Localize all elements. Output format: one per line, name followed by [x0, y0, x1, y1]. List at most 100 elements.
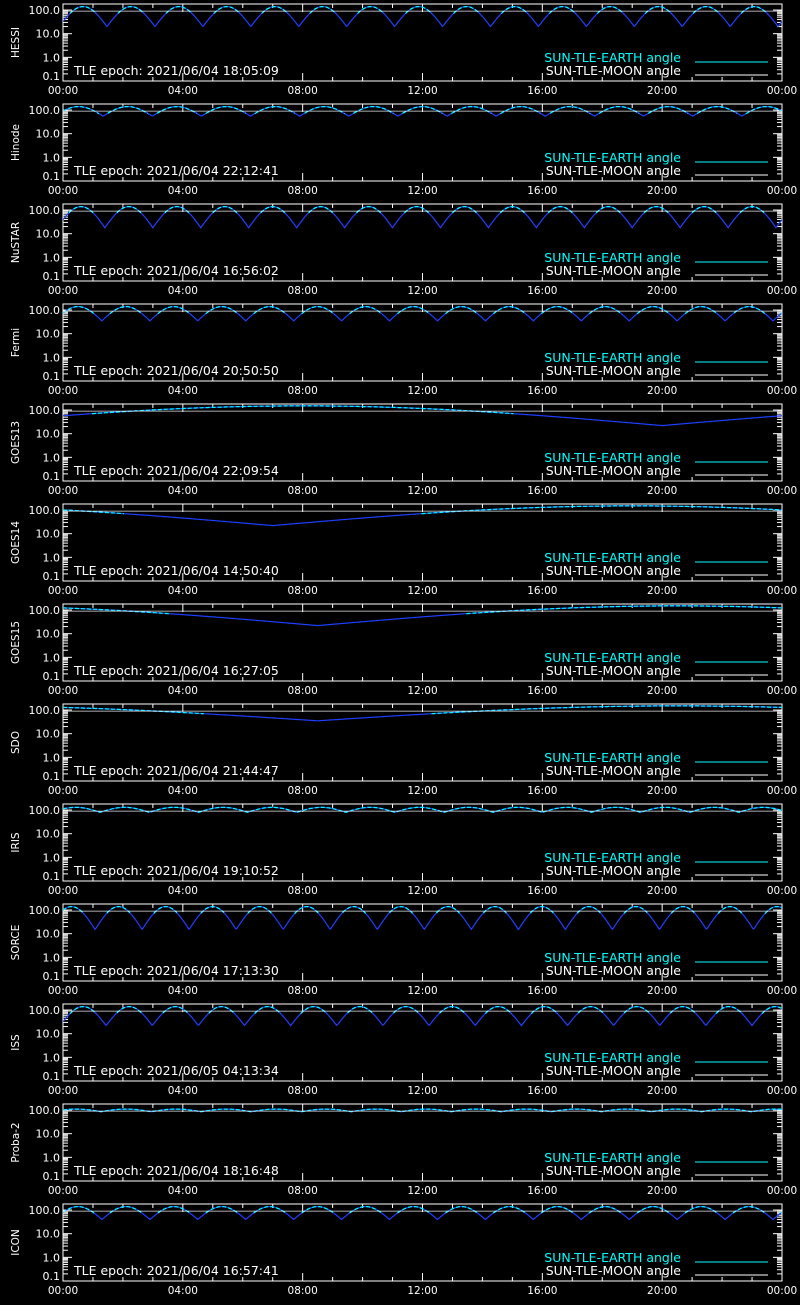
x-tick-label: 00:00: [48, 885, 78, 897]
legend-label-moon: SUN-TLE-MOON angle: [546, 1063, 682, 1078]
x-tick-label: 00:00: [48, 1085, 78, 1097]
x-tick-label: 20:00: [647, 485, 677, 497]
y-tick-label: 10.0: [36, 828, 61, 841]
y-tick-label: 100.0: [29, 1004, 61, 1017]
y-tick-label: 10.0: [36, 628, 61, 641]
x-tick-label: 12:00: [407, 1085, 437, 1097]
series-line-earth-angle: [63, 906, 782, 931]
x-tick-label: 04:00: [168, 585, 198, 597]
y-tick-label: 0.1: [43, 770, 61, 783]
x-tick-label: 04:00: [168, 1285, 198, 1297]
series-line-earth-angle-peak: [63, 705, 782, 715]
epoch-label: TLE epoch: 2021/06/04 22:09:54: [73, 463, 279, 478]
x-tick-label: 08:00: [288, 1285, 318, 1297]
x-tick-label: 12:00: [407, 485, 437, 497]
x-tick-label: 04:00: [168, 985, 198, 997]
x-tick-label: 04:00: [168, 885, 198, 897]
y-tick-label: 100.0: [29, 404, 61, 417]
x-tick-label: 12:00: [407, 585, 437, 597]
legend-label-moon: SUN-TLE-MOON angle: [546, 563, 682, 578]
x-tick-label: 00:00: [767, 285, 797, 297]
legend-label-earth: SUN-TLE-EARTH angle: [544, 850, 681, 865]
legend-label-earth: SUN-TLE-EARTH angle: [544, 650, 681, 665]
y-axis-label: GOES15: [10, 621, 22, 664]
x-tick-label: 12:00: [407, 1185, 437, 1197]
y-tick-label: 10.0: [36, 128, 61, 141]
epoch-label: TLE epoch: 2021/06/04 14:50:40: [73, 563, 279, 578]
y-tick-label: 10.0: [36, 528, 61, 541]
y-tick-label: 0.1: [43, 870, 61, 883]
y-tick-label: 100.0: [29, 304, 61, 317]
legend-label-earth: SUN-TLE-EARTH angle: [544, 50, 681, 65]
x-tick-label: 20:00: [647, 1285, 677, 1297]
x-tick-label: 12:00: [407, 685, 437, 697]
x-tick-label: 20:00: [647, 785, 677, 797]
y-tick-label: 0.1: [43, 70, 61, 83]
epoch-label: TLE epoch: 2021/06/04 20:50:50: [73, 363, 279, 378]
x-tick-label: 16:00: [527, 585, 557, 597]
y-tick-label: 0.1: [43, 170, 61, 183]
series-line-earth-angle-peak: [69, 6, 768, 14]
x-tick-label: 16:00: [527, 485, 557, 497]
y-tick-label: 0.1: [43, 570, 61, 583]
epoch-label: TLE epoch: 2021/06/04 18:16:48: [73, 1163, 279, 1178]
y-tick-label: 10.0: [36, 1028, 61, 1041]
epoch-label: TLE epoch: 2021/06/04 16:56:02: [73, 263, 279, 278]
legend-label-moon: SUN-TLE-MOON angle: [546, 63, 682, 78]
legend-label-moon: SUN-TLE-MOON angle: [546, 263, 682, 278]
chart-panel-proba-2: 100.0 10.0 1.0 0.1 00:00 04:00 08:00 12:00 16:00…: [10, 1103, 797, 1197]
x-tick-label: 04:00: [168, 385, 198, 397]
y-tick-label: 1.0: [43, 1251, 61, 1264]
y-tick-label: 100.0: [29, 804, 61, 817]
x-tick-label: 08:00: [288, 685, 318, 697]
x-tick-label: 08:00: [288, 1085, 318, 1097]
legend-label-earth: SUN-TLE-EARTH angle: [544, 750, 681, 765]
x-tick-label: 00:00: [48, 485, 78, 497]
x-tick-label: 08:00: [288, 985, 318, 997]
x-tick-label: 08:00: [288, 385, 318, 397]
chart-panel-hinode: 100.0 10.0 1.0 0.1 00:00 04:00 08:00 12:00 16:00…: [10, 103, 797, 197]
y-axis-label: ISS: [10, 1034, 22, 1051]
y-tick-label: 1.0: [43, 151, 61, 164]
legend-label-moon: SUN-TLE-MOON angle: [546, 663, 682, 678]
x-tick-label: 00:00: [48, 285, 78, 297]
x-tick-label: 00:00: [48, 1285, 78, 1297]
x-tick-label: 20:00: [647, 1185, 677, 1197]
x-tick-label: 00:00: [767, 585, 797, 597]
series-line-earth-angle-peak: [63, 1108, 782, 1113]
x-tick-label: 12:00: [407, 385, 437, 397]
x-tick-label: 16:00: [527, 85, 557, 97]
x-tick-label: 12:00: [407, 185, 437, 197]
y-tick-label: 10.0: [36, 1228, 61, 1241]
y-tick-label: 0.1: [43, 670, 61, 683]
epoch-label: TLE epoch: 2021/06/04 16:57:41: [73, 1263, 279, 1278]
y-axis-label: HESSI: [10, 27, 22, 58]
legend-label-moon: SUN-TLE-MOON angle: [546, 363, 682, 378]
y-tick-label: 10.0: [36, 428, 61, 441]
x-tick-label: 00:00: [48, 585, 78, 597]
y-tick-label: 0.1: [43, 1070, 61, 1083]
legend-label-earth: SUN-TLE-EARTH angle: [544, 250, 681, 265]
x-tick-label: 00:00: [767, 785, 797, 797]
series-line-earth-angle: [63, 605, 782, 627]
x-tick-label: 00:00: [48, 1185, 78, 1197]
epoch-label: TLE epoch: 2021/06/04 19:10:52: [73, 863, 279, 878]
y-axis-label: SORCE: [10, 925, 22, 961]
y-tick-label: 0.1: [43, 470, 61, 483]
y-axis-label: Hinode: [10, 124, 22, 161]
x-tick-label: 00:00: [767, 385, 797, 397]
y-tick-label: 100.0: [29, 1204, 61, 1217]
x-tick-label: 12:00: [407, 985, 437, 997]
chart-panel-icon: 100.0 10.0 1.0 0.1 00:00 04:00 08:00 12:00 16:00…: [10, 1203, 797, 1297]
y-tick-label: 1.0: [43, 851, 61, 864]
x-tick-label: 20:00: [647, 385, 677, 397]
series-line-earth-angle-peak: [69, 1006, 782, 1015]
x-tick-label: 00:00: [48, 985, 78, 997]
x-tick-label: 04:00: [168, 1185, 198, 1197]
y-tick-label: 1.0: [43, 1051, 61, 1064]
x-tick-label: 00:00: [48, 785, 78, 797]
x-tick-label: 00:00: [48, 85, 78, 97]
legend-label-earth: SUN-TLE-EARTH angle: [544, 550, 681, 565]
x-tick-label: 00:00: [48, 185, 78, 197]
